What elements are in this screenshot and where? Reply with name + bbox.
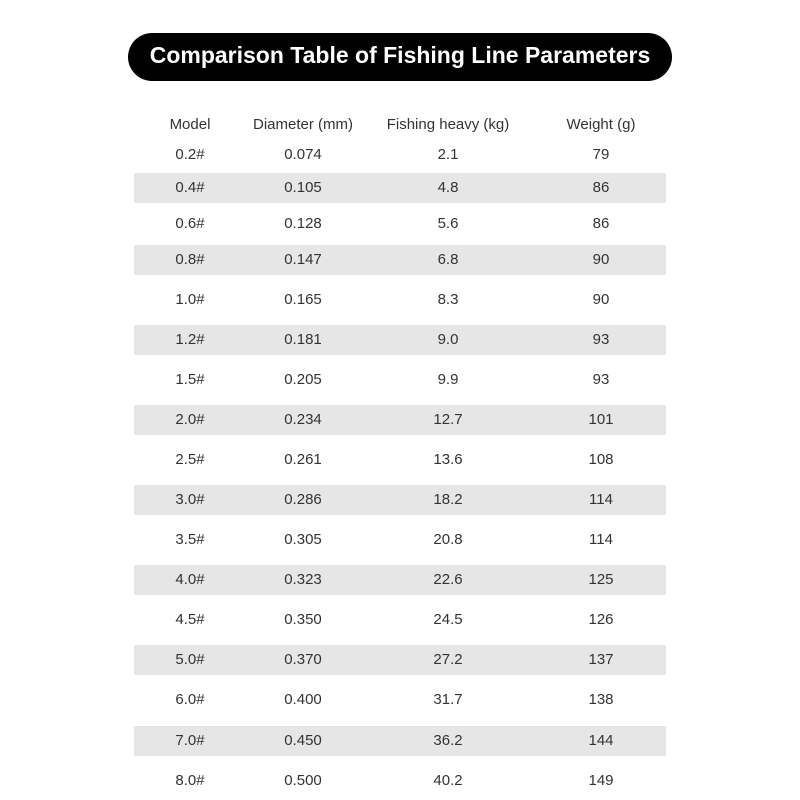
table-cell: 0.323: [284, 571, 322, 588]
table-cell: 24.5: [433, 611, 462, 628]
table-cell: 1.5#: [175, 371, 205, 388]
table-cell: 125: [588, 571, 613, 588]
table-cell: 0.370: [284, 651, 322, 668]
column-header: Model: [170, 116, 211, 133]
title-pill: [128, 33, 672, 81]
table-cell: 149: [588, 772, 613, 789]
table-cell: 114: [589, 491, 613, 508]
column-header: Fishing heavy (kg): [387, 116, 510, 133]
table-cell: 93: [593, 331, 610, 348]
row-stripe: [134, 173, 666, 203]
table-cell: 0.147: [284, 251, 322, 268]
table-cell: 4.0#: [175, 571, 205, 588]
table-cell: 0.305: [284, 531, 322, 548]
table-cell: 1.0#: [175, 291, 205, 308]
table-cell: 90: [593, 251, 610, 268]
table-cell: 0.2#: [175, 146, 205, 163]
table-cell: 0.261: [284, 451, 322, 468]
table-cell: 7.0#: [175, 732, 205, 749]
table-cell: 13.6: [433, 451, 462, 468]
column-header: Weight (g): [567, 116, 636, 133]
table-cell: 2.1: [438, 146, 459, 163]
table-cell: 2.0#: [175, 411, 205, 428]
table-cell: 4.5#: [175, 611, 205, 628]
table-cell: 86: [593, 179, 610, 196]
table-cell: 5.6: [438, 215, 459, 232]
table-cell: 0.286: [284, 491, 322, 508]
table-cell: 0.074: [284, 146, 322, 163]
column-header: Diameter (mm): [253, 116, 353, 133]
table-cell: 31.7: [433, 691, 462, 708]
table-cell: 0.165: [284, 291, 322, 308]
table-cell: 0.234: [284, 411, 322, 428]
table-cell: 18.2: [433, 491, 462, 508]
table-cell: 0.450: [284, 732, 322, 749]
table-cell: 126: [588, 611, 613, 628]
table-cell: 79: [593, 146, 610, 163]
table-cell: 90: [593, 291, 610, 308]
table-cell: 0.205: [284, 371, 322, 388]
row-stripe: [134, 726, 666, 756]
table-cell: 8.3: [438, 291, 459, 308]
table-cell: 27.2: [433, 651, 462, 668]
title: Comparison Table of Fishing Line Paramet…: [150, 42, 651, 68]
table-cell: 6.8: [438, 251, 459, 268]
table-cell: 0.6#: [175, 215, 205, 232]
table-cell: 3.5#: [175, 531, 205, 548]
table-cell: 12.7: [433, 411, 462, 428]
table-cell: 9.9: [438, 371, 459, 388]
table-cell: 1.2#: [175, 331, 205, 348]
table-cell: 0.128: [284, 215, 322, 232]
row-stripe: [134, 325, 666, 355]
table-cell: 6.0#: [175, 691, 205, 708]
table-cell: 137: [588, 651, 613, 668]
table-cell: 0.350: [284, 611, 322, 628]
table-cell: 4.8: [438, 179, 459, 196]
table-cell: 8.0#: [175, 772, 205, 789]
row-stripe: [134, 405, 666, 435]
row-stripe: [134, 565, 666, 595]
table-cell: 144: [588, 732, 613, 749]
row-stripe: [134, 245, 666, 275]
table-cell: 40.2: [433, 772, 462, 789]
table-cell: 101: [588, 411, 613, 428]
table-cell: 93: [593, 371, 610, 388]
table-cell: 5.0#: [175, 651, 205, 668]
row-stripe: [134, 485, 666, 515]
table-cell: 0.105: [284, 179, 322, 196]
table-cell: 0.181: [284, 331, 322, 348]
table-cell: 22.6: [433, 571, 462, 588]
table-cell: 138: [588, 691, 613, 708]
table-cell: 3.0#: [175, 491, 205, 508]
table-cell: 0.400: [284, 691, 322, 708]
table-cell: 20.8: [433, 531, 462, 548]
table-cell: 9.0: [438, 331, 459, 348]
row-stripe: [134, 645, 666, 675]
table-cell: 0.4#: [175, 179, 205, 196]
table-cell: 114: [589, 531, 613, 548]
table-cell: 86: [593, 215, 610, 232]
table-cell: 2.5#: [175, 451, 205, 468]
table-cell: 108: [588, 451, 613, 468]
table-cell: 36.2: [433, 732, 462, 749]
table-cell: 0.500: [284, 772, 322, 789]
table-cell: 0.8#: [175, 251, 205, 268]
